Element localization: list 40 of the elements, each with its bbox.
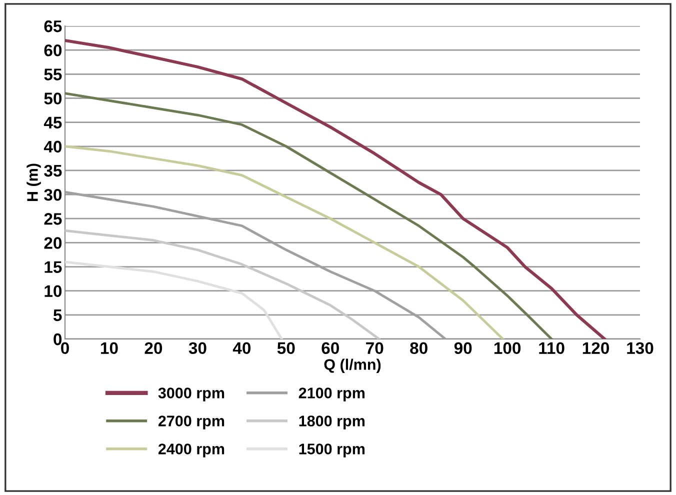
y-tick-label: 45 [44,116,62,129]
x-tick-label: 130 [627,342,654,354]
legend-label: 1500 rpm [299,444,364,458]
x-tick-label: 20 [144,342,162,354]
y-tick-label: 10 [44,285,62,298]
line-series [65,38,606,339]
x-tick-label: 30 [188,342,206,354]
y-tick-label: 55 [44,68,62,80]
y-tick-label: 0 [54,333,62,346]
line-series [65,260,283,339]
y-tick-label: 40 [44,140,62,153]
y-axis-title: H (m) [26,164,41,201]
x-tick-label: 50 [277,342,295,354]
x-tick-label: 80 [410,342,428,354]
y-tick-label: 5 [53,309,62,322]
y-tick-label: 20 [44,237,62,249]
x-tick-label: 40 [232,342,251,354]
x-tick-label: 110 [539,342,564,354]
x-tick-label: 10 [101,342,118,354]
x-tick-label: 120 [582,342,609,354]
y-tick-label: 65 [44,20,62,32]
line-series [65,92,553,339]
legend-label: 1800 rpm [299,416,364,430]
legend-label: 2100 rpm [298,388,364,402]
y-tick-label: 15 [44,261,62,273]
y-tick-label: 25 [44,213,62,225]
y-tick-label: 50 [44,92,62,104]
y-tick-label: 30 [44,188,62,201]
x-axis-title: Q (l/mn) [324,358,381,373]
y-tick-label: 35 [44,164,62,177]
y-tick-label: 60 [44,44,62,56]
legend-label: 2400 rpm [158,444,224,458]
x-tick-label: 60 [322,342,339,354]
legend-label: 3000 rpm [158,388,224,402]
legend-label: 2700 rpm [158,416,224,430]
line-series [65,145,504,339]
x-tick-label: 70 [366,342,384,354]
x-tick-label: 90 [454,342,472,354]
line-series [65,229,380,339]
x-tick-label: 100 [494,342,521,354]
